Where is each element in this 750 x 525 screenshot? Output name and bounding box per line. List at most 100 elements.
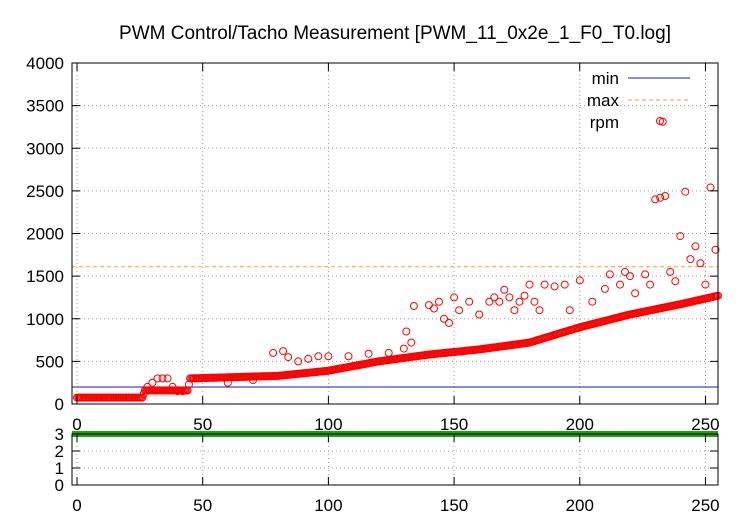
- y-tick-label: 3500: [26, 97, 64, 116]
- rpm-point: [588, 297, 597, 306]
- rpm-point: [178, 387, 187, 396]
- y-tick-label: 1000: [26, 310, 64, 329]
- y-tick-label: 0: [55, 395, 64, 414]
- mode-plot-frame: [71, 433, 719, 486]
- rpm-point: [148, 378, 157, 387]
- rpm-point: [605, 270, 614, 279]
- rpm-point: [440, 314, 448, 323]
- rpm-point: [485, 297, 494, 306]
- rpm-point: [314, 352, 323, 361]
- rpm-plot: min max rpm 0 500 1000 1500 2000 2500 3000 3500…: [26, 54, 722, 434]
- rpm-point: [153, 374, 162, 383]
- rpm-point: [269, 348, 278, 357]
- rpm-point: [143, 382, 152, 391]
- rpm-point: [183, 386, 192, 395]
- y-tick-label: 1500: [26, 267, 64, 286]
- x-tick-label: 150: [440, 415, 468, 434]
- legend-max-label: max: [587, 91, 620, 110]
- rpm-point: [641, 270, 650, 279]
- rpm-point: [656, 193, 665, 202]
- y-tick-label: 2000: [26, 225, 64, 244]
- rpm-point: [565, 306, 574, 315]
- rpm-plot-ticks: 0 500 1000 1500 2000 2500 3000 3500 4000 0 50 100 15…: [26, 54, 719, 434]
- rpm-point: [279, 347, 288, 356]
- legend: min max rpm: [587, 69, 690, 132]
- rpm-point: [686, 255, 695, 264]
- rpm-plot-frame: [71, 62, 719, 405]
- x-tick-label: 100: [314, 415, 342, 434]
- rpm-point: [550, 282, 559, 291]
- rpm-point: [520, 291, 529, 300]
- rpm-point: [560, 280, 569, 289]
- rpm-point: [626, 272, 634, 281]
- rpm-point: [631, 289, 640, 298]
- rpm-point: [671, 277, 680, 286]
- y-tick-label: 2: [55, 442, 64, 461]
- rpm-point: [701, 280, 710, 289]
- rpm-point: [402, 327, 411, 336]
- rpm-point: [651, 195, 660, 204]
- rpm-point: [284, 353, 293, 362]
- rpm-point: [163, 374, 172, 383]
- rpm-point: [455, 306, 464, 315]
- rpm-point: [344, 352, 353, 361]
- rpm-point: [490, 293, 499, 302]
- legend-min-label: min: [592, 69, 619, 88]
- rpm-point: [540, 280, 549, 289]
- x-tick-label: 50: [193, 415, 212, 434]
- rpm-point: [384, 348, 393, 357]
- legend-rpm-swatch: [656, 117, 664, 125]
- rpm-point: [530, 297, 539, 306]
- rpm-point: [616, 280, 624, 289]
- rpm-point: [510, 306, 519, 315]
- mode-plot-grid: [72, 434, 718, 485]
- rpm-point: [515, 297, 524, 306]
- x-tick-label: 250: [691, 496, 719, 515]
- rpm-point: [691, 242, 700, 251]
- rpm-point: [324, 352, 333, 361]
- rpm-point: [445, 319, 453, 327]
- rpm-point: [364, 349, 373, 358]
- rpm-plot-reference-lines: [72, 266, 718, 388]
- x-tick-label: 150: [440, 496, 468, 515]
- rpm-point: [711, 245, 720, 254]
- x-tick-label: 0: [72, 496, 81, 515]
- y-tick-label: 2500: [26, 182, 64, 201]
- rpm-point: [575, 276, 584, 285]
- rpm-point: [409, 302, 418, 310]
- rpm-point: [525, 280, 534, 289]
- x-tick-label: 200: [566, 415, 594, 434]
- y-tick-label: 3: [55, 425, 64, 444]
- rpm-point: [450, 293, 459, 302]
- y-tick-label: 500: [36, 352, 64, 371]
- rpm-point: [676, 232, 685, 241]
- rpm-point: [173, 387, 182, 396]
- chart-title: PWM Control/Tacho Measurement [PWM_11_0x…: [119, 23, 671, 44]
- legend-rpm-label: rpm: [590, 113, 619, 132]
- rpm-point: [500, 285, 509, 294]
- rpm-point: [706, 183, 715, 192]
- rpm-point: [535, 306, 544, 315]
- rpm-point: [681, 187, 690, 196]
- rpm-point: [158, 374, 167, 383]
- rpm-point: [407, 338, 416, 347]
- rpm-point: [399, 344, 408, 353]
- y-tick-label: 4000: [26, 54, 64, 73]
- x-tick-label: 250: [691, 415, 719, 434]
- x-tick-label: 100: [314, 496, 342, 515]
- rpm-plot-grid: [72, 63, 718, 404]
- x-tick-label: 50: [193, 496, 212, 515]
- rpm-point: [249, 376, 257, 385]
- rpm-point: [646, 280, 655, 289]
- y-tick-label: 0: [55, 476, 64, 495]
- rpm-point: [475, 310, 484, 319]
- y-tick-label: 3000: [26, 139, 64, 158]
- rpm-point: [661, 192, 670, 200]
- rpm-point: [424, 301, 433, 310]
- rpm-point: [696, 259, 705, 268]
- rpm-point: [621, 267, 629, 276]
- y-tick-label: 1: [55, 459, 64, 478]
- rpm-point: [666, 267, 675, 276]
